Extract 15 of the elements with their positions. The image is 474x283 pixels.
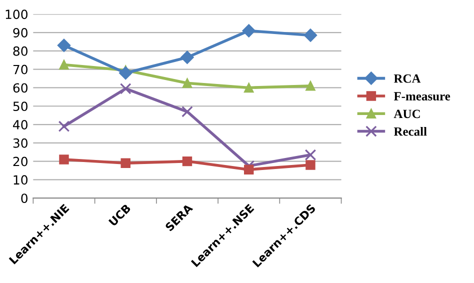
y-tick-label: 70 <box>13 64 28 74</box>
y-tick-label: 80 <box>13 46 28 56</box>
y-tick-label: 20 <box>13 156 28 166</box>
y-tick-label: 30 <box>13 138 28 148</box>
legend-label: RCA <box>394 74 421 83</box>
legend-label: F-measure <box>394 92 450 100</box>
y-tick-label: 50 <box>13 102 28 112</box>
y-tick-label: 0 <box>21 194 28 204</box>
y-tick-label: 10 <box>14 175 28 185</box>
legend-label: AUC <box>394 110 420 118</box>
y-tick-label: 40 <box>13 120 28 130</box>
y-tick-label: 60 <box>13 83 28 93</box>
y-tick-label: 100 <box>6 10 28 20</box>
y-tick-label: 90 <box>13 28 28 38</box>
legend-label: Recall <box>394 126 427 136</box>
